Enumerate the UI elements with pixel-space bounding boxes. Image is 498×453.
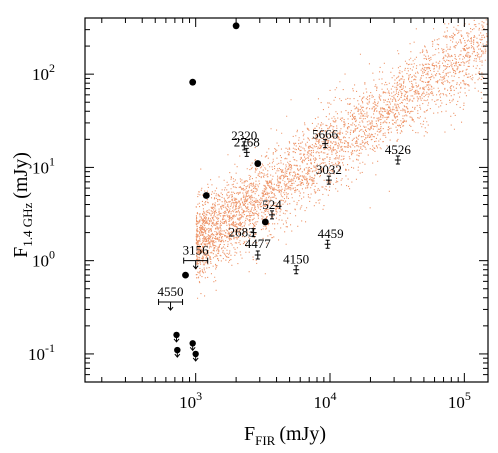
source-errorbar bbox=[394, 155, 401, 165]
filled-point bbox=[189, 78, 197, 86]
source-upper-limit bbox=[158, 299, 184, 311]
x-tick-label: 103 bbox=[179, 389, 202, 412]
source-label: 4477 bbox=[245, 236, 272, 251]
y-tick-label: 102 bbox=[32, 61, 55, 84]
source-label: 4459 bbox=[318, 226, 344, 241]
source-errorbar bbox=[250, 228, 257, 238]
source-label: 4526 bbox=[385, 142, 412, 157]
upper-limit-arrow bbox=[192, 353, 199, 362]
source-errorbar bbox=[269, 210, 276, 220]
y-tick-label: 101 bbox=[32, 154, 55, 177]
axis-ticks bbox=[85, 17, 488, 383]
source-label: 5666 bbox=[312, 127, 339, 142]
source-label: 2683 bbox=[229, 225, 255, 240]
filled-points bbox=[182, 22, 269, 279]
source-errorbar bbox=[243, 147, 250, 157]
source-label: 524 bbox=[262, 197, 282, 212]
source-errorbar bbox=[241, 141, 248, 151]
y-axis-title: F1.4 GHz(mJy) bbox=[10, 152, 35, 258]
cloud-points bbox=[195, 19, 488, 299]
source-errorbar bbox=[322, 139, 329, 149]
filled-point bbox=[202, 192, 210, 199]
filled-point bbox=[182, 271, 189, 279]
upper-limit-points bbox=[173, 331, 199, 362]
upper-limit-arrow bbox=[174, 350, 181, 358]
y-tick-label: 10-1 bbox=[28, 341, 55, 364]
source-label: 2320 bbox=[231, 128, 257, 143]
source-label: 4150 bbox=[283, 252, 309, 267]
plot-frame bbox=[84, 17, 489, 383]
upper-limit-arrow bbox=[173, 334, 180, 343]
filled-point bbox=[232, 22, 240, 30]
x-tick-labels: 103 104 105 bbox=[179, 389, 471, 412]
x-axis-title: FFIR (mJy) bbox=[244, 423, 326, 448]
source-label: 3156 bbox=[183, 243, 210, 258]
upper-limit-point bbox=[173, 331, 180, 339]
x-tick-label: 104 bbox=[314, 389, 337, 412]
source-errorbar bbox=[254, 250, 261, 260]
source-label: 3032 bbox=[316, 162, 342, 177]
upper-limit-point bbox=[192, 350, 199, 358]
upper-limit-arrow bbox=[189, 343, 196, 352]
source-errorbar bbox=[325, 175, 332, 185]
source-upper-limit bbox=[183, 257, 209, 270]
source-label: 2768 bbox=[234, 134, 260, 149]
filled-point bbox=[254, 160, 262, 167]
source-errorbar bbox=[324, 239, 331, 249]
y-tick-label: 100 bbox=[32, 248, 55, 271]
filled-point bbox=[261, 218, 269, 226]
source-errorbar bbox=[293, 265, 300, 275]
x-tick-label: 105 bbox=[448, 389, 471, 412]
source-label: 4550 bbox=[158, 284, 184, 299]
y-tick-labels: 10-1 100 101 102 bbox=[28, 61, 55, 364]
background-cloud bbox=[195, 19, 488, 299]
